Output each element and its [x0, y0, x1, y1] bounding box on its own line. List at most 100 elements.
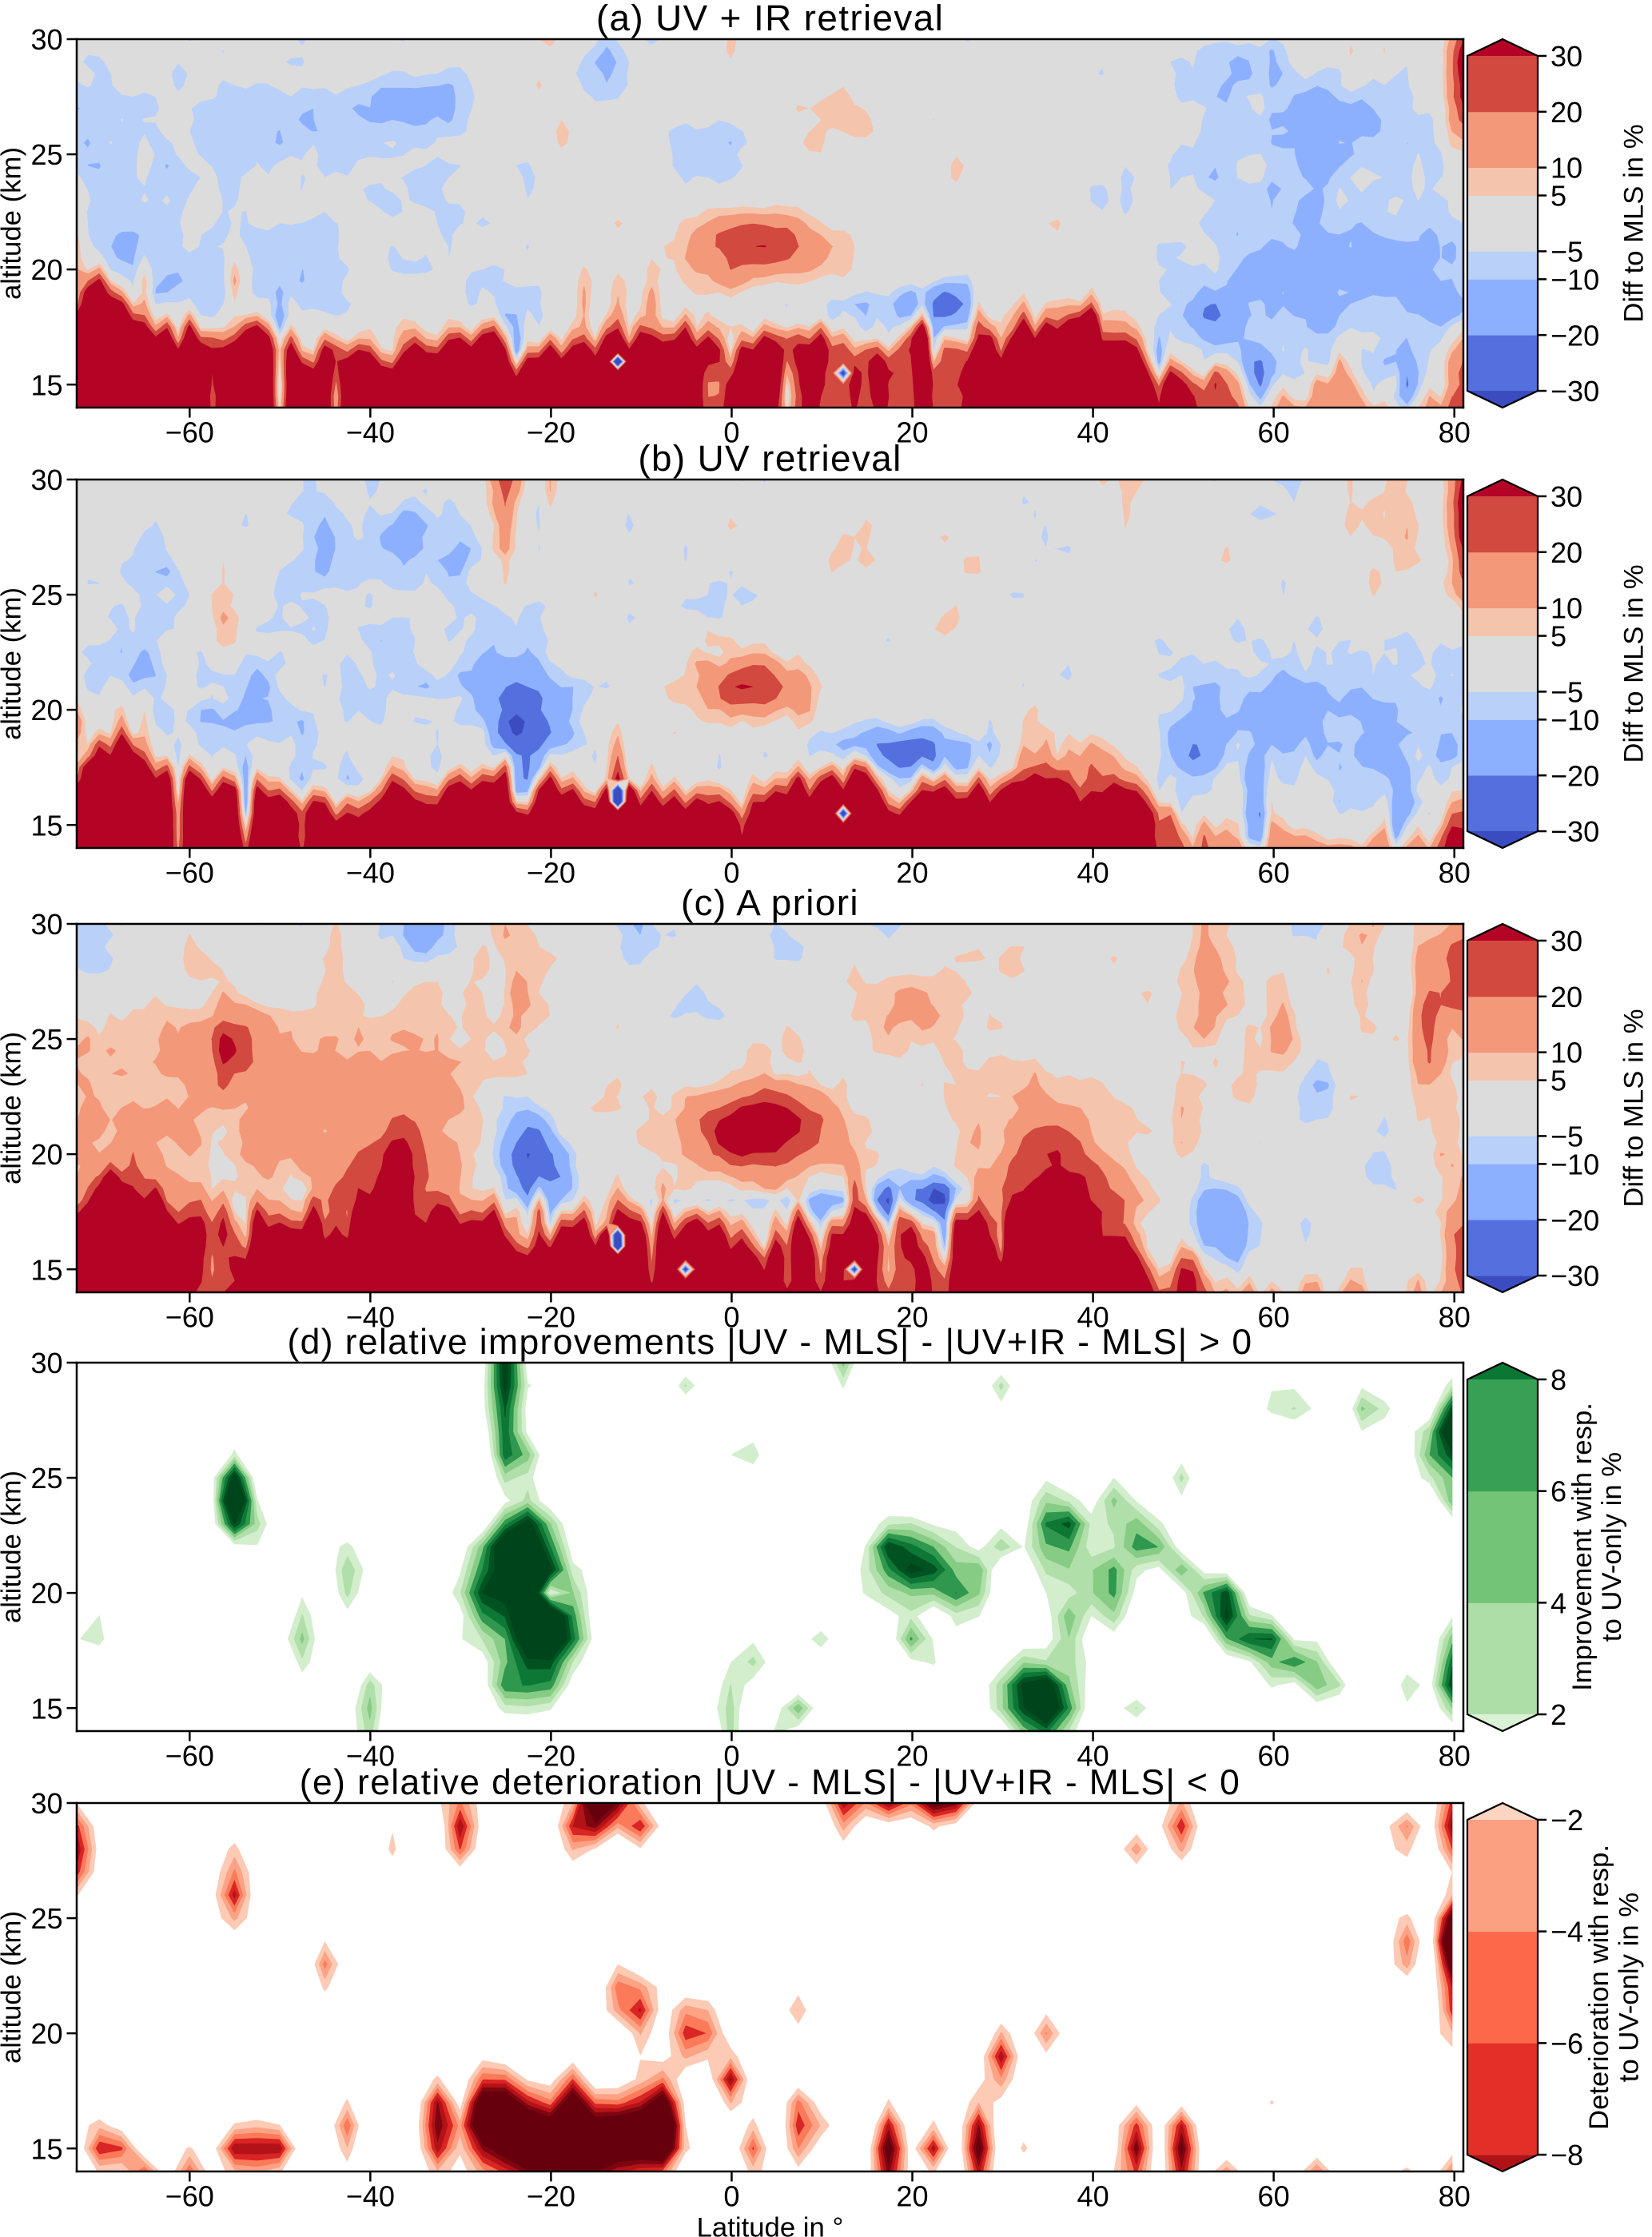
svg-text:5: 5: [1550, 180, 1566, 213]
svg-text:30: 30: [30, 23, 62, 56]
svg-text:Improvement with resp.: Improvement with resp.: [1567, 1403, 1598, 1691]
svg-text:40: 40: [1077, 857, 1109, 890]
svg-text:−30: −30: [1550, 1260, 1599, 1292]
svg-text:altitude (km): altitude (km): [0, 1032, 27, 1184]
svg-text:20: 20: [896, 857, 928, 890]
svg-text:30: 30: [30, 908, 62, 941]
svg-text:15: 15: [30, 368, 62, 401]
svg-text:−60: −60: [165, 1301, 214, 1334]
svg-text:80: 80: [1439, 1740, 1471, 1773]
svg-text:60: 60: [1258, 1301, 1290, 1334]
svg-text:0: 0: [723, 2180, 739, 2213]
svg-text:−20: −20: [527, 1740, 575, 1773]
svg-text:30: 30: [1550, 40, 1582, 73]
svg-text:15: 15: [30, 809, 62, 842]
svg-text:20: 20: [1550, 536, 1582, 569]
svg-text:Latitude in °: Latitude in °: [697, 2213, 844, 2237]
svg-text:−60: −60: [165, 1740, 214, 1773]
svg-text:−20: −20: [1550, 319, 1599, 352]
svg-text:80: 80: [1439, 857, 1471, 890]
svg-text:Diff to MLS in %: Diff to MLS in %: [1619, 564, 1650, 762]
svg-text:altitude (km): altitude (km): [0, 1911, 27, 2064]
svg-text:(d) relative improvements |UV: (d) relative improvements |UV - MLS| - |…: [287, 1323, 1252, 1362]
svg-text:15: 15: [30, 1253, 62, 1286]
svg-text:−20: −20: [527, 857, 575, 890]
svg-text:15: 15: [30, 1692, 62, 1725]
svg-text:60: 60: [1258, 857, 1290, 890]
svg-text:(c) A priori: (c) A priori: [681, 882, 859, 923]
svg-text:25: 25: [30, 1902, 62, 1935]
svg-text:20: 20: [1550, 981, 1582, 1013]
svg-text:10: 10: [1550, 592, 1582, 625]
svg-text:80: 80: [1439, 1301, 1471, 1334]
svg-text:2: 2: [1550, 1698, 1566, 1731]
svg-text:6: 6: [1550, 1475, 1566, 1508]
svg-text:Deterioration with resp.: Deterioration with resp.: [1584, 1845, 1614, 2130]
svg-text:20: 20: [30, 1138, 62, 1171]
svg-text:60: 60: [1258, 416, 1290, 449]
svg-text:80: 80: [1439, 416, 1471, 449]
svg-text:−40: −40: [346, 857, 395, 890]
svg-text:30: 30: [1550, 925, 1582, 957]
svg-text:Diff to MLS in %: Diff to MLS in %: [1619, 1009, 1650, 1207]
svg-text:25: 25: [30, 579, 62, 611]
svg-text:25: 25: [30, 1462, 62, 1495]
svg-text:30: 30: [30, 1787, 62, 1820]
svg-text:−60: −60: [165, 857, 214, 890]
svg-text:8: 8: [1550, 1363, 1566, 1396]
svg-text:80: 80: [1439, 2180, 1471, 2213]
svg-text:20: 20: [30, 253, 62, 286]
svg-text:15: 15: [30, 2132, 62, 2165]
svg-text:(a) UV + IR retrieval: (a) UV + IR retrieval: [596, 0, 944, 38]
svg-text:25: 25: [30, 1023, 62, 1056]
svg-text:altitude (km): altitude (km): [0, 147, 27, 300]
svg-text:0: 0: [723, 416, 739, 449]
svg-text:0: 0: [723, 857, 739, 890]
svg-text:−20: −20: [527, 1301, 575, 1334]
svg-text:20: 20: [896, 2180, 928, 2213]
svg-text:25: 25: [30, 138, 62, 171]
svg-text:−40: −40: [346, 1740, 395, 1773]
svg-text:0: 0: [723, 1740, 739, 1773]
svg-text:20: 20: [1550, 96, 1582, 129]
svg-text:40: 40: [1077, 1301, 1109, 1334]
svg-text:−20: −20: [1550, 759, 1599, 792]
svg-text:−40: −40: [346, 416, 395, 449]
svg-text:5: 5: [1550, 1065, 1566, 1097]
svg-text:−20: −20: [1550, 1204, 1599, 1236]
svg-text:20: 20: [896, 1301, 928, 1334]
svg-text:−10: −10: [1550, 1148, 1599, 1180]
svg-text:−5: −5: [1550, 236, 1583, 269]
svg-text:30: 30: [1550, 480, 1582, 513]
svg-text:to UV-only in %: to UV-only in %: [1597, 1452, 1627, 1642]
svg-text:−8: −8: [1550, 2139, 1583, 2171]
svg-text:−60: −60: [165, 416, 214, 449]
svg-text:40: 40: [1077, 416, 1109, 449]
svg-text:−5: −5: [1550, 1120, 1583, 1153]
svg-text:−10: −10: [1550, 703, 1599, 736]
svg-text:60: 60: [1258, 2180, 1290, 2213]
svg-text:altitude (km): altitude (km): [0, 1471, 27, 1623]
svg-text:−30: −30: [1550, 375, 1599, 408]
svg-text:−2: −2: [1550, 1804, 1583, 1837]
svg-text:−5: −5: [1550, 676, 1583, 709]
svg-text:30: 30: [30, 1347, 62, 1379]
svg-text:−30: −30: [1550, 815, 1599, 848]
svg-text:20: 20: [30, 694, 62, 726]
svg-text:−6: −6: [1550, 2027, 1583, 2060]
svg-text:30: 30: [30, 464, 62, 496]
svg-text:(b) UV retrieval: (b) UV retrieval: [638, 438, 902, 479]
svg-text:20: 20: [896, 416, 928, 449]
svg-text:−4: −4: [1550, 1916, 1583, 1948]
svg-text:Diff to MLS in %: Diff to MLS in %: [1619, 124, 1650, 322]
svg-text:20: 20: [30, 2017, 62, 2050]
svg-text:−40: −40: [346, 1301, 395, 1334]
svg-text:20: 20: [30, 1577, 62, 1610]
svg-text:−20: −20: [527, 2180, 575, 2213]
svg-text:−10: −10: [1550, 263, 1599, 296]
svg-text:−60: −60: [165, 2180, 214, 2213]
svg-text:60: 60: [1258, 1740, 1290, 1773]
svg-text:5: 5: [1550, 620, 1566, 653]
svg-text:10: 10: [1550, 1037, 1582, 1069]
svg-text:(e) relative deterioration |U: (e) relative deterioration |UV - MLS| - …: [300, 1763, 1240, 1802]
